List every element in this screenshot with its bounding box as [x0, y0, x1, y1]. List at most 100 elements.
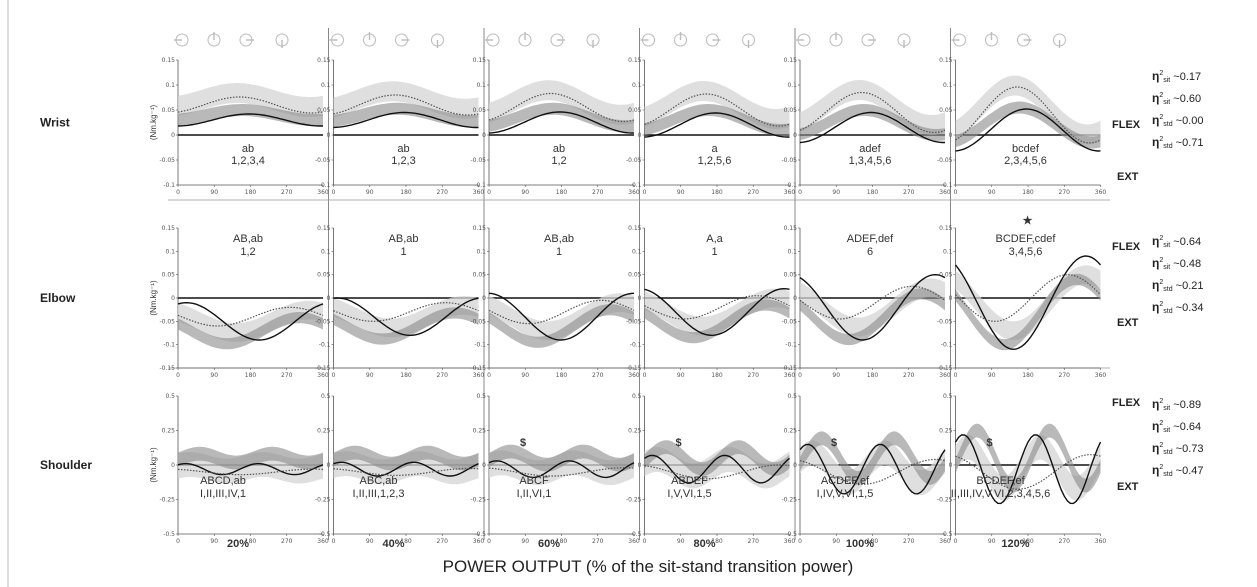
- y-tick-label: 0.05: [162, 272, 176, 279]
- y-tick-label: 0: [949, 462, 953, 469]
- annotation-line-1: AB,ab: [233, 233, 263, 245]
- mean-line-dotted: [177, 468, 324, 476]
- x-tick-label: 270: [437, 372, 449, 379]
- y-tick-label: -0.1: [941, 182, 953, 189]
- annotation-line-1: ab: [242, 143, 254, 155]
- y-tick-label: 0: [482, 462, 486, 469]
- sd-band-dark: [333, 307, 479, 345]
- y-tick-label: -0.05: [781, 318, 797, 325]
- x-tick-label: 0: [332, 372, 336, 379]
- pedal-icon: [174, 33, 189, 47]
- annotation-line-1: ABCD,ab: [200, 475, 246, 487]
- mean-line-dotted: [333, 94, 479, 116]
- eta-squared-value: η2std ~0.73: [1152, 441, 1203, 456]
- mean-line-solid: [799, 273, 946, 341]
- pedal-icon: [706, 33, 721, 47]
- x-tick-label: 180: [711, 372, 723, 379]
- y-tick-label: -0.1: [163, 342, 175, 349]
- y-tick-label: -0.25: [781, 497, 797, 504]
- panel-shoulder-5: 0.50.250-0.25-0.50 90 180 270 360$BCDEF,efII…: [937, 393, 1106, 545]
- sd-band-light: [644, 288, 790, 336]
- eta-squared-value: η2sit ~0.89: [1152, 397, 1201, 412]
- x-tick-label: 180: [1022, 189, 1034, 196]
- x-tick-label: 270: [281, 189, 293, 196]
- mean-line-dotted: [799, 91, 946, 134]
- y-tick-label: 0.5: [943, 393, 953, 400]
- annotation-line-2: 1: [400, 246, 406, 258]
- x-tick-label: 90: [677, 189, 685, 196]
- pedal-icon: [951, 33, 966, 47]
- x-tick-label: 360: [784, 372, 796, 379]
- mean-line-solid: [488, 460, 635, 479]
- x-tick-label: 180: [245, 372, 257, 379]
- pedal-icon: [829, 32, 843, 47]
- panel-elbow-5: 0.150.10.050-0.05-0.1-0.150 90 180 270 360★B…: [937, 215, 1106, 379]
- panel-shoulder-4: 0.50.250-0.25-0.50 90 180 270 360$ACDEF,efI,…: [781, 393, 950, 545]
- pedal-icon: [742, 33, 755, 48]
- pedal-icon: [275, 33, 289, 48]
- y-tick-label: 0: [171, 295, 175, 302]
- x-tick-label: 270: [281, 538, 293, 545]
- mean-line-dotted: [644, 464, 790, 480]
- x-tick-label: 90: [832, 538, 840, 545]
- x-tick-label: 360: [317, 538, 329, 545]
- x-tick-label: 0: [643, 372, 647, 379]
- y-tick-label: 0.15: [628, 57, 642, 64]
- power-output-label: 80%: [693, 538, 715, 550]
- y-tick-label: 0: [327, 132, 331, 139]
- annotation-line-1: ACDEF,ef: [821, 475, 870, 487]
- x-tick-label: 0: [798, 538, 802, 545]
- y-tick-label: -0.05: [937, 318, 953, 325]
- y-tick-label: -0.25: [159, 497, 175, 504]
- x-tick-label: 90: [832, 189, 840, 196]
- significance-mark: $: [986, 437, 992, 449]
- panel-wrist-4: 0.150.10.050-0.05-0.10 90 180 270 360adef1,3…: [781, 57, 950, 196]
- y-tick-label: 0.1: [165, 82, 175, 89]
- x-tick-label: 90: [366, 372, 374, 379]
- x-tick-label: 90: [210, 538, 218, 545]
- y-tick-label: 0.05: [317, 107, 331, 114]
- y-tick-label: 0.05: [162, 107, 176, 114]
- y-tick-label: 0.15: [317, 57, 331, 64]
- y-tick-label: -0.5: [785, 531, 797, 538]
- x-tick-label: 90: [988, 372, 996, 379]
- sd-band-dark: [800, 431, 945, 485]
- x-tick-label: 0: [954, 538, 958, 545]
- y-tick-label: 0.1: [787, 82, 797, 89]
- y-tick-label: 0: [327, 295, 331, 302]
- y-tick-label: -0.15: [315, 365, 331, 372]
- ext-label: EXT: [1117, 481, 1139, 493]
- mean-line-dotted: [177, 306, 324, 327]
- x-tick-label: 270: [903, 538, 915, 545]
- annotation-line-2: I,II,VI,1: [517, 488, 552, 500]
- annotation-line-2: 1,2,3: [391, 155, 415, 167]
- x-tick-label: 0: [487, 538, 491, 545]
- x-tick-label: 360: [1095, 372, 1107, 379]
- annotation-line-2: 1,2,5,6: [698, 155, 732, 167]
- x-tick-label: 360: [628, 538, 640, 545]
- pedal-icon: [1053, 33, 1066, 48]
- sd-band-dark: [955, 423, 1101, 493]
- x-tick-label: 180: [245, 189, 257, 196]
- y-axis-unit-label: (Nm.kg⁻¹): [149, 447, 158, 483]
- x-tick-label: 0: [643, 538, 647, 545]
- mean-line-solid: [955, 108, 1101, 152]
- x-tick-label: 90: [366, 189, 374, 196]
- x-tick-label: 90: [677, 538, 685, 545]
- x-tick-label: 270: [748, 538, 760, 545]
- row-label-wrist: Wrist: [40, 116, 70, 130]
- sd-band-dark: [489, 102, 634, 133]
- y-tick-label: 0.1: [321, 82, 331, 89]
- row-label-shoulder: Shoulder: [40, 458, 92, 472]
- y-tick-label: 0.1: [476, 82, 486, 89]
- significance-mark: $: [520, 437, 526, 449]
- x-tick-label: 270: [1059, 372, 1071, 379]
- mean-line-dotted: [488, 467, 635, 477]
- annotation-line-1: AB,ab: [389, 233, 419, 245]
- annotation-line-1: a: [711, 143, 718, 155]
- eta-squared-value: η2sit ~0.17: [1152, 69, 1201, 84]
- x-tick-label: 270: [281, 372, 293, 379]
- annotation-line-1: A,a: [706, 233, 723, 245]
- y-tick-label: 0.05: [628, 107, 642, 114]
